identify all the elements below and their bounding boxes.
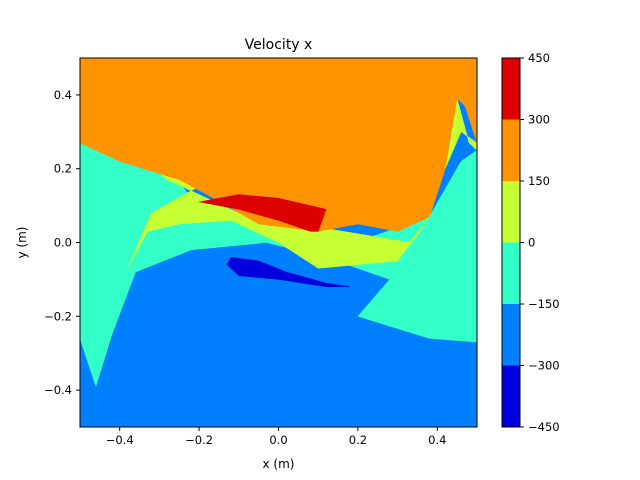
colorbar-tick-label: −450 [528, 420, 560, 434]
colorbar-tick-label: 450 [528, 51, 550, 65]
colorbar-tick-label: −150 [528, 297, 560, 311]
colorbar-band [502, 242, 520, 304]
colorbar-band [502, 304, 520, 366]
colorbar-band [502, 181, 520, 243]
colorbar-tick-label: −300 [528, 359, 560, 373]
colorbar-tick-label: 150 [528, 174, 550, 188]
y-tick-label: 0.0 [54, 236, 72, 250]
colorbar-band [502, 365, 520, 427]
colorbar-tick-label: 0 [528, 236, 535, 250]
plot-area [80, 58, 477, 427]
colorbar-axis: −450 −300 −150 0 150 300 450 [520, 51, 560, 434]
contour-region-band-minus-450-to-minus-300 [226, 257, 351, 288]
chart-title: Velocity x [245, 37, 313, 53]
y-tick-label: 0.2 [54, 162, 72, 176]
x-axis: −0.4 −0.2 0.0 0.2 0.4 [106, 427, 446, 447]
x-tick-label: −0.2 [185, 433, 213, 447]
x-axis-label: x (m) [263, 457, 295, 471]
x-tick-label: 0.2 [349, 433, 367, 447]
colorbar-band [502, 119, 520, 181]
x-tick-label: 0.0 [269, 433, 287, 447]
colorbar-tick-label: 300 [528, 113, 550, 127]
y-tick-label: 0.4 [54, 88, 72, 102]
contour-region-band-300-to-450 [198, 194, 327, 232]
colorbar-band [502, 58, 520, 120]
y-axis: −0.4 −0.2 0.0 0.2 0.4 [44, 88, 80, 397]
y-tick-label: −0.4 [44, 383, 72, 397]
x-tick-label: −0.4 [106, 433, 134, 447]
x-tick-label: 0.4 [428, 433, 446, 447]
y-tick-label: −0.2 [44, 309, 72, 323]
colorbar [502, 58, 520, 427]
y-axis-label: y (m) [15, 227, 29, 259]
contour-region-band-150-to-300 [80, 58, 477, 232]
